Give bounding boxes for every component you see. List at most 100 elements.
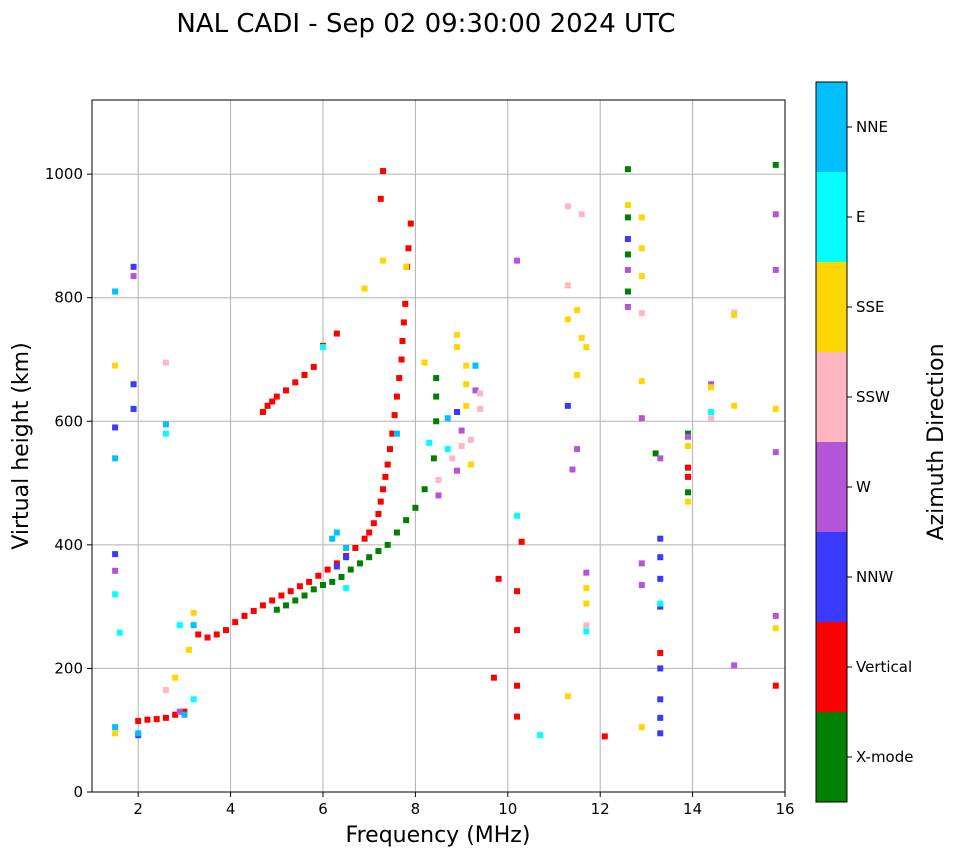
data-point bbox=[444, 446, 451, 453]
colorbar-swatch bbox=[816, 352, 847, 442]
data-point bbox=[377, 195, 384, 202]
colorbar-tick-label: SSE bbox=[856, 298, 885, 316]
data-point bbox=[421, 486, 428, 493]
y-tick-label: 800 bbox=[54, 289, 83, 307]
data-point bbox=[273, 606, 280, 613]
series-w bbox=[112, 211, 779, 715]
data-point bbox=[396, 375, 403, 382]
data-point bbox=[116, 629, 123, 636]
data-point bbox=[463, 362, 470, 369]
data-point bbox=[574, 307, 581, 314]
data-point bbox=[269, 597, 276, 604]
data-point bbox=[772, 405, 779, 412]
data-point bbox=[112, 730, 119, 737]
data-point bbox=[657, 696, 664, 703]
data-point bbox=[153, 716, 160, 723]
data-point bbox=[333, 330, 340, 337]
data-point bbox=[287, 588, 294, 595]
data-point bbox=[112, 551, 119, 558]
x-tick-label: 2 bbox=[133, 800, 143, 818]
data-point bbox=[472, 362, 479, 369]
data-point bbox=[578, 211, 585, 218]
data-point bbox=[380, 257, 387, 264]
x-tick-label: 8 bbox=[411, 800, 421, 818]
data-point bbox=[458, 427, 465, 434]
y-tick-label: 400 bbox=[54, 536, 83, 554]
data-point bbox=[444, 415, 451, 422]
data-point bbox=[435, 476, 442, 483]
data-point bbox=[310, 586, 317, 593]
data-point bbox=[569, 466, 576, 473]
data-point bbox=[310, 363, 317, 370]
data-point bbox=[278, 592, 285, 599]
data-point bbox=[638, 560, 645, 567]
data-point bbox=[638, 310, 645, 317]
data-point bbox=[222, 627, 229, 634]
data-point bbox=[708, 415, 715, 422]
data-point bbox=[412, 504, 419, 511]
data-point bbox=[453, 409, 460, 416]
data-point bbox=[638, 273, 645, 280]
data-point bbox=[684, 430, 691, 437]
series-nnw bbox=[112, 236, 664, 739]
data-point bbox=[583, 344, 590, 351]
data-point bbox=[112, 724, 119, 731]
colorbar-swatch bbox=[816, 172, 847, 262]
data-point bbox=[657, 714, 664, 721]
data-point bbox=[638, 724, 645, 731]
data-point bbox=[772, 682, 779, 689]
data-point bbox=[333, 560, 340, 567]
data-point bbox=[624, 236, 631, 243]
data-point bbox=[624, 214, 631, 221]
data-point bbox=[320, 344, 326, 351]
x-tick-label: 4 bbox=[226, 800, 236, 818]
data-point bbox=[402, 300, 409, 307]
data-point bbox=[578, 334, 585, 341]
data-point bbox=[195, 631, 202, 638]
data-point bbox=[162, 359, 169, 366]
colorbar-tick-label: Vertical bbox=[856, 658, 912, 676]
colorbar: X-mode Vertical NNW W SSW SSE E NNE bbox=[815, 81, 913, 803]
x-tick-label: 14 bbox=[683, 800, 702, 818]
data-point bbox=[708, 409, 715, 416]
grid-lines bbox=[92, 100, 785, 792]
colorbar-tick-label: NNE bbox=[856, 118, 888, 136]
data-point bbox=[343, 554, 350, 561]
data-point bbox=[380, 486, 387, 493]
data-point bbox=[657, 575, 664, 582]
data-point bbox=[204, 634, 211, 641]
data-point bbox=[514, 257, 521, 264]
data-point bbox=[135, 730, 142, 737]
data-point bbox=[574, 371, 581, 378]
data-point bbox=[190, 696, 197, 703]
data-point bbox=[514, 512, 521, 519]
data-point bbox=[467, 461, 474, 468]
series-e bbox=[112, 344, 715, 739]
data-point bbox=[181, 708, 188, 715]
data-point bbox=[652, 450, 659, 457]
x-tick-label: 6 bbox=[318, 800, 328, 818]
colorbar-tick-label: E bbox=[856, 208, 865, 226]
data-point bbox=[259, 602, 266, 609]
plot-frame bbox=[91, 99, 786, 793]
data-point bbox=[449, 455, 456, 462]
data-point bbox=[391, 412, 398, 419]
data-point bbox=[564, 693, 571, 700]
data-point bbox=[657, 600, 664, 607]
data-point bbox=[684, 443, 691, 449]
data-point bbox=[241, 612, 248, 619]
y-tick-label: 200 bbox=[54, 659, 83, 677]
data-point bbox=[772, 161, 779, 168]
data-point bbox=[400, 319, 407, 326]
data-point bbox=[684, 433, 691, 440]
data-point bbox=[403, 263, 410, 270]
data-point bbox=[352, 544, 359, 551]
data-point bbox=[657, 665, 664, 672]
data-point bbox=[384, 541, 391, 548]
data-point bbox=[583, 585, 590, 592]
data-point bbox=[514, 713, 521, 720]
data-point bbox=[112, 455, 119, 462]
data-point bbox=[144, 716, 151, 723]
data-point bbox=[213, 631, 220, 638]
colorbar-swatch bbox=[816, 82, 847, 172]
